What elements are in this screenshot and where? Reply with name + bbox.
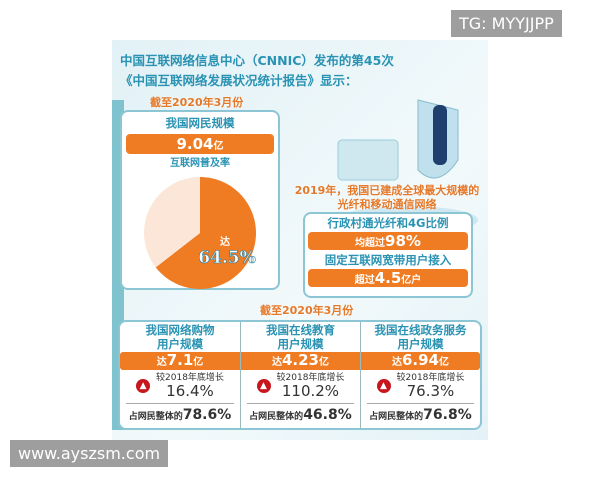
network-headline: 2019年，我国已建成全球最大规模的 光纤和移动通信网络 (292, 184, 482, 212)
broadband-bar: 超过4.5亿户 (308, 269, 468, 287)
column-title-1: 我国在线教育 (265, 323, 335, 337)
infographic: 中国互联网络信息中心（CNNIC）发布的第45次 《中国互联网络发展状况统计报告… (112, 40, 488, 440)
column-prefix: 达 (271, 357, 282, 368)
netizen-value-bar: 9.04亿 (126, 134, 274, 154)
growth-label: 较2018年底增长 (396, 373, 465, 383)
growth-value: 110.2% (281, 382, 340, 400)
penetration-label: 互联网普及率 (170, 158, 230, 169)
share-value: 46.8% (303, 407, 352, 423)
fiber-4g-title: 行政村通光纤和4G比例 (327, 216, 449, 230)
growth-block: ▲ 较2018年底增长 110.2% (241, 373, 360, 399)
growth-block: ▲ 较2018年底增长 76.3% (361, 373, 480, 399)
watermark-top: TG: MYYJJPP (451, 10, 562, 37)
share-value: 76.8% (423, 407, 472, 423)
share-label: 占网民整体的 (249, 412, 304, 422)
watermark-bottom: www.ayszsm.com (10, 440, 169, 467)
column-number: 4.23 (281, 351, 319, 369)
usage-value-band (120, 352, 480, 370)
pie-slice-1 (144, 177, 200, 268)
headline-line1: 中国互联网络信息中心（CNNIC）发布的第45次 (120, 53, 394, 68)
usage-column: 我国网络购物 用户规模 达7.1亿 ▲ 较2018年底增长 16.4% 占网民整体的… (120, 322, 240, 428)
column-number: 7.1 (166, 351, 194, 369)
broadband-prefix: 超过 (354, 275, 375, 286)
pie-prefix: 达 (220, 235, 230, 248)
column-title-1: 我国网络购物 (145, 323, 215, 337)
growth-label: 较2018年底增长 (156, 373, 224, 383)
growth-value: 76.3% (406, 382, 455, 400)
pie-slice-0 (155, 177, 256, 289)
column-prefix: 达 (391, 357, 402, 368)
date-label: 截至2020年3月份 (150, 96, 244, 109)
netizen-title: 我国网民规模 (165, 116, 235, 130)
column-unit: 亿 (438, 357, 449, 368)
column-value: 达6.94亿 (361, 351, 480, 369)
column-title-2: 用户规模 (397, 337, 444, 351)
netizen-unit: 亿 (213, 141, 224, 152)
share-block: 占网民整体的78.6% (126, 403, 234, 423)
column-title-2: 用户规模 (156, 337, 203, 351)
netizen-value: 9.04 (176, 135, 214, 153)
up-arrow-icon: ▲ (256, 379, 271, 393)
share-label: 占网民整体的 (369, 412, 424, 422)
broadband-unit: 亿户 (401, 275, 422, 286)
column-value: 达4.23亿 (241, 351, 360, 369)
usage-column: 我国在线教育 用户规模 达4.23亿 ▲ 较2018年底增长 110.2% 占网民整… (239, 322, 360, 428)
network-card: 行政村通光纤和4G比例 均超过98% 固定互联网宽带用户接入 超过4.5亿户 (303, 212, 473, 298)
headline-line2: 《中国互联网络发展状况统计报告》显示： (120, 73, 358, 88)
usage-card: 我国网络购物 用户规模 达7.1亿 ▲ 较2018年底增长 16.4% 占网民整体的… (118, 320, 482, 430)
share-value: 78.6% (182, 407, 232, 423)
usage-column: 我国在线政务服务 用户规模 达6.94亿 ▲ 较2018年底增长 76.3% 占网民… (359, 322, 480, 428)
share-block: 占网民整体的76.8% (366, 403, 474, 423)
fiber-4g-prefix: 均超过 (355, 238, 386, 249)
column-unit: 亿 (193, 357, 204, 368)
growth-block: ▲ 较2018年底增长 16.4% (120, 373, 240, 399)
column-title-1: 我国在线政务服务 (374, 323, 467, 337)
network-headline-line2: 光纤和移动通信网络 (337, 198, 437, 211)
column-number: 6.94 (401, 351, 439, 369)
pie-value-label: 64.5% (198, 248, 256, 268)
broadband-title: 固定互联网宽带用户接入 (324, 253, 452, 267)
growth-value: 16.4% (166, 382, 214, 400)
column-title-2: 用户规模 (277, 337, 324, 351)
share-label: 占网民整体的 (128, 412, 183, 422)
penetration-pie-chart: 达 64.5% (144, 177, 256, 289)
column-value: 达7.1亿 (120, 351, 240, 369)
up-arrow-icon: ▲ (136, 379, 151, 393)
network-headline-line1: 2019年，我国已建成全球最大规模的 (294, 184, 480, 197)
growth-label: 较2018年底增长 (276, 373, 345, 383)
bottom-date-label: 截至2020年3月份 (260, 304, 354, 317)
netizen-card: 我国网民规模 9.04亿 互联网普及率 达 64.5% (120, 110, 280, 290)
column-prefix: 达 (156, 357, 167, 368)
broadband-value: 4.5 (374, 269, 402, 287)
column-unit: 亿 (318, 357, 329, 368)
fiber-4g-bar: 均超过98% (308, 232, 468, 250)
up-arrow-icon: ▲ (376, 379, 391, 393)
share-block: 占网民整体的46.8% (246, 403, 354, 423)
fiber-4g-value: 98% (385, 232, 421, 250)
